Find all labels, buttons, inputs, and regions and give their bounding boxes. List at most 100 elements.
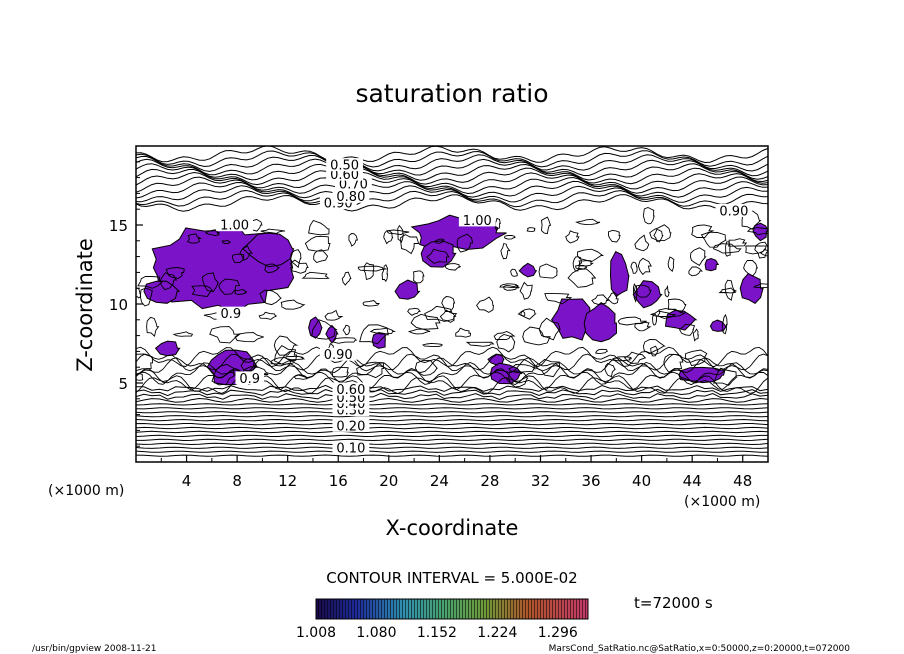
contour-label-bg [715, 203, 753, 217]
contour-line [136, 392, 768, 401]
contour-line [455, 327, 472, 338]
contour-line [136, 397, 768, 403]
contour-line [136, 438, 768, 442]
contour-line [642, 207, 655, 225]
y-tick-label: 5 [118, 375, 128, 393]
x-tick-label: 28 [480, 472, 499, 490]
contour-line [136, 411, 768, 414]
contour-line [136, 450, 768, 453]
contour-label: 0.9 [220, 307, 241, 322]
contour-line [136, 185, 768, 203]
contour-line [221, 239, 231, 245]
contour-line [201, 272, 219, 293]
contour-label: 0.60 [336, 383, 365, 398]
chart-title: saturation ratio [355, 79, 548, 108]
x-tick-label: 32 [531, 472, 550, 490]
contour-line [538, 317, 561, 341]
contour-line [362, 300, 380, 307]
contour-line [444, 263, 461, 271]
contour-line [136, 146, 768, 164]
contour-label-bg [458, 213, 496, 227]
contour-line [136, 346, 768, 368]
contour-label: 0.60 [330, 168, 359, 183]
contour-line [414, 359, 439, 376]
contour-line [324, 309, 344, 321]
contour-line [754, 241, 768, 259]
contour-line [503, 235, 516, 240]
supersaturated-region [704, 257, 720, 272]
contour-line [136, 414, 768, 418]
contour-line [356, 361, 385, 379]
contour-line [136, 422, 768, 426]
contour-line [664, 284, 670, 298]
contour-line [476, 296, 494, 313]
contour-line [426, 248, 450, 264]
y-tick-label: 15 [109, 217, 128, 235]
contour-line [607, 292, 619, 305]
contour-line [259, 289, 282, 306]
contour-line [264, 263, 281, 274]
contour-label: 0.90 [324, 348, 353, 363]
contour-line [741, 210, 762, 230]
contour-line [369, 327, 397, 335]
y-axis-label: Z-coordinate [73, 238, 97, 372]
contour-line [258, 311, 277, 320]
contour-line [692, 328, 699, 342]
contour-line [407, 307, 421, 316]
contour-label-bg [332, 418, 370, 432]
contour-line [359, 324, 389, 345]
x-tick-label: 48 [733, 472, 752, 490]
contour-label-bg [332, 189, 370, 203]
contour-line [760, 249, 768, 257]
contour-line [617, 316, 647, 326]
contour-line [137, 275, 164, 289]
contour-line [136, 388, 768, 397]
contour-line [332, 337, 358, 344]
contour-line [231, 253, 245, 264]
x-unit-left: (×1000 m) [48, 483, 124, 499]
contour-line [136, 418, 768, 422]
contour-interval: CONTOUR INTERVAL = 5.000E-02 [326, 569, 577, 587]
contour-line [576, 248, 604, 263]
contour-line [575, 218, 601, 226]
contour-label: 0.9 [239, 372, 260, 387]
supersaturated-region [632, 280, 663, 309]
contour-line [565, 230, 580, 244]
colorbar: 1.008 1.080 1.152 1.224 1.296 [296, 598, 589, 641]
contour-label: 0.90 [719, 204, 748, 219]
contour-label-bg [216, 306, 246, 320]
contour-line [136, 430, 768, 434]
contour-line [574, 264, 588, 270]
contour-line [397, 224, 404, 244]
plot-area: 0.100.200.300.400.500.600.900.900.800.70… [136, 146, 768, 462]
supersaturated-region [394, 279, 421, 300]
supersaturated-region [489, 362, 523, 385]
contour-line [160, 272, 178, 291]
contour-line [441, 296, 456, 312]
colorbar-tick-label: 1.296 [538, 625, 578, 641]
contour-line [649, 224, 672, 242]
contour-line [532, 358, 562, 378]
contour-line [270, 357, 295, 365]
contour-line [293, 374, 308, 380]
contour-line [136, 163, 768, 181]
contour-line [652, 313, 658, 326]
contour-line [136, 446, 768, 449]
contour-label-bg [326, 158, 363, 172]
supersaturated-region [518, 262, 538, 278]
contour-line [313, 249, 329, 264]
contour-line [348, 233, 358, 247]
contour-line [387, 229, 410, 236]
x-tick-label: 24 [430, 472, 449, 490]
contour-line [595, 348, 609, 355]
contour-label-bg [332, 440, 370, 454]
colorbar-ticks: 1.008 1.080 1.152 1.224 1.296 [296, 625, 578, 641]
contour-line [136, 180, 768, 199]
contour-line [743, 259, 758, 277]
contour-line [591, 294, 609, 305]
contour-line [357, 265, 387, 272]
x-unit-right: (×1000 m) [684, 494, 760, 510]
contour-line [688, 266, 703, 277]
contour-label: 1.00 [220, 219, 249, 234]
contour-label: 0.50 [330, 159, 359, 174]
